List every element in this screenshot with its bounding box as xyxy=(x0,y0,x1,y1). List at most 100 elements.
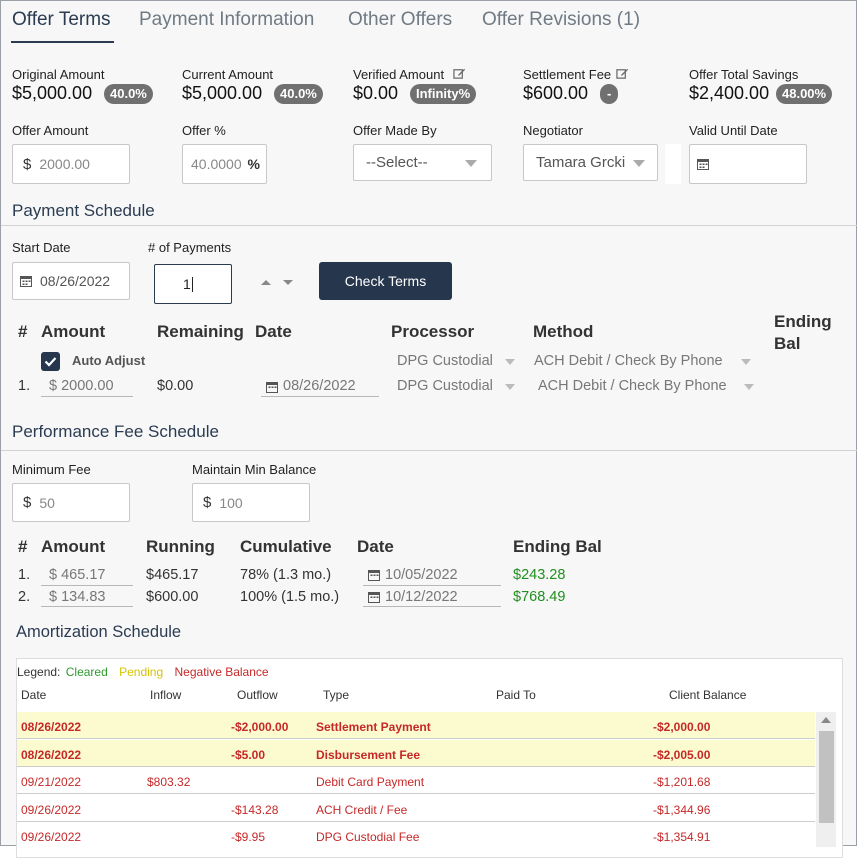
num-payments-input[interactable]: 1 xyxy=(154,264,232,304)
offer-total-savings-label: Offer Total Savings xyxy=(689,67,799,82)
edit-icon[interactable] xyxy=(453,67,466,80)
offer-made-by-select[interactable]: --Select-- xyxy=(353,144,492,181)
tab-payment-information[interactable]: Payment Information xyxy=(139,9,315,30)
table-row[interactable]: 08/26/2022 -$2,000.00 Settlement Payment… xyxy=(17,712,815,739)
offer-pct-label: Offer % xyxy=(182,123,226,138)
calendar-icon[interactable] xyxy=(368,591,380,603)
default-method-select[interactable]: ACH Debit / Check By Phone xyxy=(534,353,723,369)
am-type: DPG Custodial Fee xyxy=(316,830,420,844)
col-header-ending-bal: Ending Bal xyxy=(774,312,832,353)
start-date-label: Start Date xyxy=(12,240,71,255)
original-amount-badge: 40.0% xyxy=(104,84,153,104)
scroll-up-icon[interactable] xyxy=(821,717,831,723)
check-terms-button[interactable]: Check Terms xyxy=(319,262,452,300)
am-col-inflow: Inflow xyxy=(150,688,182,702)
current-amount-value: $5,000.00 xyxy=(182,83,263,103)
tab-offer-terms[interactable]: Offer Terms xyxy=(12,9,111,30)
legend-pending: Pending xyxy=(119,665,164,679)
am-outflow: -$5.00 xyxy=(231,748,266,762)
scrollbar-thumb[interactable] xyxy=(819,731,834,823)
offer-amount-value: 2000.00 xyxy=(39,156,90,172)
payment-remaining: $0.00 xyxy=(157,378,194,394)
payment-method-select[interactable]: ACH Debit / Check By Phone xyxy=(538,378,727,394)
negotiator-value: Tamara Grcki xyxy=(536,154,626,171)
amortization-title: Amortization Schedule xyxy=(16,623,182,641)
table-row[interactable]: 08/26/2022 -$5.00 Disbursement Fee -$2,0… xyxy=(17,740,815,767)
payment-processor-select[interactable]: DPG Custodial xyxy=(397,378,493,394)
maintain-min-balance-input[interactable]: $ 100 xyxy=(192,483,310,522)
fee-cumulative: 78% (1.3 mo.) xyxy=(240,567,332,583)
am-col-outflow: Outflow xyxy=(237,688,278,702)
payment-amount-input[interactable]: $ 2000.00 xyxy=(49,378,114,394)
auto-adjust-label: Auto Adjust xyxy=(72,353,146,368)
col-header-running: Running xyxy=(146,537,215,556)
am-type: Disbursement Fee xyxy=(316,748,421,762)
verified-amount-value: $0.00 xyxy=(353,83,399,103)
fee-row-num: 1. xyxy=(18,567,31,583)
tab-other-offers[interactable]: Other Offers xyxy=(348,9,453,30)
fee-ending-bal: $243.28 xyxy=(513,567,566,583)
fee-ending-bal: $768.49 xyxy=(513,589,566,605)
am-col-paid-to: Paid To xyxy=(496,688,536,702)
fee-amount-input[interactable]: $ 465.17 xyxy=(49,567,105,583)
edit-icon[interactable] xyxy=(616,67,629,80)
offer-amount-input[interactable]: $ 2000.00 xyxy=(12,144,130,184)
input-underline xyxy=(41,396,133,397)
tab-offer-revisions[interactable]: Offer Revisions (1) xyxy=(482,9,641,30)
table-row[interactable]: 09/26/2022 -$143.28 ACH Credit / Fee -$1… xyxy=(17,795,815,822)
fee-amount-input[interactable]: $ 134.83 xyxy=(49,589,105,605)
minimum-fee-input[interactable]: $ 50 xyxy=(12,483,130,522)
fee-running: $465.17 xyxy=(146,567,199,583)
fee-date-input[interactable]: 10/05/2022 xyxy=(385,567,458,583)
auto-adjust-checkbox[interactable] xyxy=(41,352,60,371)
am-outflow: -$2,000.00 xyxy=(231,720,289,734)
table-row[interactable]: 09/26/2022 -$9.95 DPG Custodial Fee -$1,… xyxy=(17,822,815,849)
col-header-date: Date xyxy=(357,537,394,556)
settlement-fee-value: $600.00 xyxy=(523,83,589,103)
dollar-prefix: $ xyxy=(49,378,58,394)
legend-negative: Negative Balance xyxy=(174,665,269,679)
default-processor-select[interactable]: DPG Custodial xyxy=(397,353,493,369)
dollar-prefix: $ xyxy=(23,155,32,173)
chevron-down-icon xyxy=(744,384,754,390)
negotiator-select[interactable]: Tamara Grcki xyxy=(523,144,658,181)
amortization-legend: Legend: Cleared Pending Negative Balance xyxy=(17,665,269,679)
input-underline xyxy=(41,585,133,586)
am-client-balance: -$1,354.91 xyxy=(653,830,711,844)
current-amount-badge: 40.0% xyxy=(274,84,323,104)
am-outflow: -$9.95 xyxy=(231,830,266,844)
dollar-prefix: $ xyxy=(203,494,212,511)
offer-amount-label: Offer Amount xyxy=(12,123,89,138)
payment-date-input[interactable]: 08/26/2022 xyxy=(283,378,356,394)
offer-made-by-label: Offer Made By xyxy=(353,123,437,138)
col-header-processor: Processor xyxy=(391,322,475,341)
col-header-ending-bal: Ending Bal xyxy=(513,537,602,556)
fee-amount-value: 465.17 xyxy=(61,567,106,583)
offer-total-savings-value: $2,400.00 xyxy=(689,83,770,103)
dollar-prefix: $ xyxy=(49,589,58,605)
col-header-date: Date xyxy=(255,322,292,341)
payment-amount-value: 2000.00 xyxy=(61,378,114,394)
am-date: 08/26/2022 xyxy=(21,748,82,762)
input-underline xyxy=(363,585,501,586)
input-underline xyxy=(363,606,501,607)
spinner-up-icon[interactable] xyxy=(261,280,271,285)
am-type: ACH Credit / Fee xyxy=(316,803,408,817)
original-amount-value: $5,000.00 xyxy=(12,83,93,103)
calendar-icon[interactable] xyxy=(266,381,278,393)
valid-until-input[interactable] xyxy=(689,144,807,184)
calendar-icon[interactable] xyxy=(368,569,380,581)
input-underline xyxy=(41,606,133,607)
col-header-remaining: Remaining xyxy=(157,322,244,341)
spinner-down-icon[interactable] xyxy=(283,280,293,285)
start-date-input[interactable]: 08/26/2022 xyxy=(12,262,130,300)
table-row[interactable]: 09/21/2022 $803.32 Debit Card Payment -$… xyxy=(17,767,815,794)
am-client-balance: -$2,005.00 xyxy=(653,748,711,762)
col-header-amount: Amount xyxy=(41,322,106,341)
input-underline xyxy=(261,396,379,397)
offer-pct-input[interactable]: 40.0000 % xyxy=(182,144,267,184)
fee-date-input[interactable]: 10/12/2022 xyxy=(385,589,458,605)
am-type: Debit Card Payment xyxy=(316,775,425,789)
offer-pct-value: 40.0000 xyxy=(191,156,242,172)
